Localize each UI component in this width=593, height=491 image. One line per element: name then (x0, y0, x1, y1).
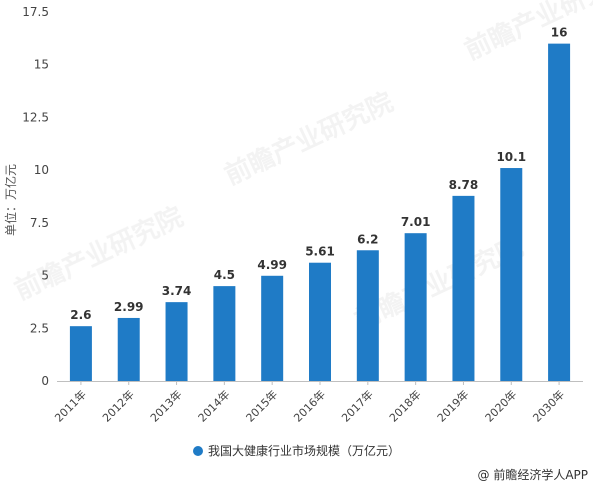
data-label: 16 (551, 26, 568, 40)
bar (165, 302, 188, 381)
x-tick-label: 2020年 (482, 387, 519, 424)
bar (69, 326, 92, 381)
y-axis: 0 2.5 5 7.5 10 12.5 15 17.5 (22, 5, 49, 388)
data-label: 5.61 (305, 245, 335, 259)
y-tick-label: 12.5 (22, 110, 49, 124)
watermark-text: 前瞻产业研究院 (460, 0, 593, 66)
bar (309, 262, 331, 381)
x-tick-label: 2017年 (338, 387, 375, 424)
y-tick-label: 15 (34, 58, 49, 72)
data-label: 2.6 (70, 308, 91, 322)
x-tick-label: 2012年 (99, 387, 136, 424)
bar (452, 195, 475, 381)
data-label: 3.74 (162, 284, 192, 298)
legend-label: 我国大健康行业市场规模（万亿元） (208, 443, 400, 458)
bar-series: 2.6 2.99 3.74 4.5 4.99 5.61 6.2 7.01 8.78 10.1 16 (69, 26, 571, 381)
x-tick-label: 2013年 (147, 387, 184, 424)
data-label: 10.1 (496, 150, 526, 164)
y-tick-label: 7.5 (30, 216, 49, 230)
legend: 我国大健康行业市场规模（万亿元） (193, 443, 400, 458)
x-tick-label: 2019年 (434, 387, 471, 424)
data-label: 4.99 (257, 258, 287, 272)
bar (404, 233, 427, 381)
data-label: 4.5 (214, 268, 235, 282)
y-tick-label: 0 (41, 374, 49, 388)
bar (117, 317, 140, 381)
source-text: @ 前瞻经济学人APP (478, 467, 589, 482)
y-axis-label: 单位：万亿元 (3, 164, 18, 236)
x-axis: 2011年 2012年 2013年 2014年 2015年 2016年 2017年 2018年… (52, 381, 583, 425)
x-tick-label: 2011年 (52, 387, 89, 424)
bar (261, 275, 284, 381)
y-tick-label: 5 (41, 269, 49, 283)
watermark-text: 前瞻产业研究院 (220, 86, 398, 191)
bar (548, 43, 571, 381)
data-label: 6.2 (357, 232, 378, 246)
data-label: 7.01 (401, 215, 431, 229)
x-tick-label: 2018年 (386, 387, 423, 424)
data-label: 2.99 (114, 300, 144, 314)
bar (213, 286, 236, 381)
legend-marker (193, 446, 203, 456)
y-tick-label: 2.5 (30, 321, 49, 335)
y-tick-label: 10 (34, 163, 49, 177)
data-label: 8.78 (449, 178, 479, 192)
y-tick-label: 17.5 (22, 5, 49, 19)
x-tick-label: 2015年 (243, 387, 280, 424)
x-tick-label: 2030年 (530, 387, 567, 424)
x-tick-label: 2016年 (291, 387, 328, 424)
bar (356, 250, 379, 381)
bar (500, 168, 523, 381)
x-tick-label: 2014年 (195, 387, 232, 424)
